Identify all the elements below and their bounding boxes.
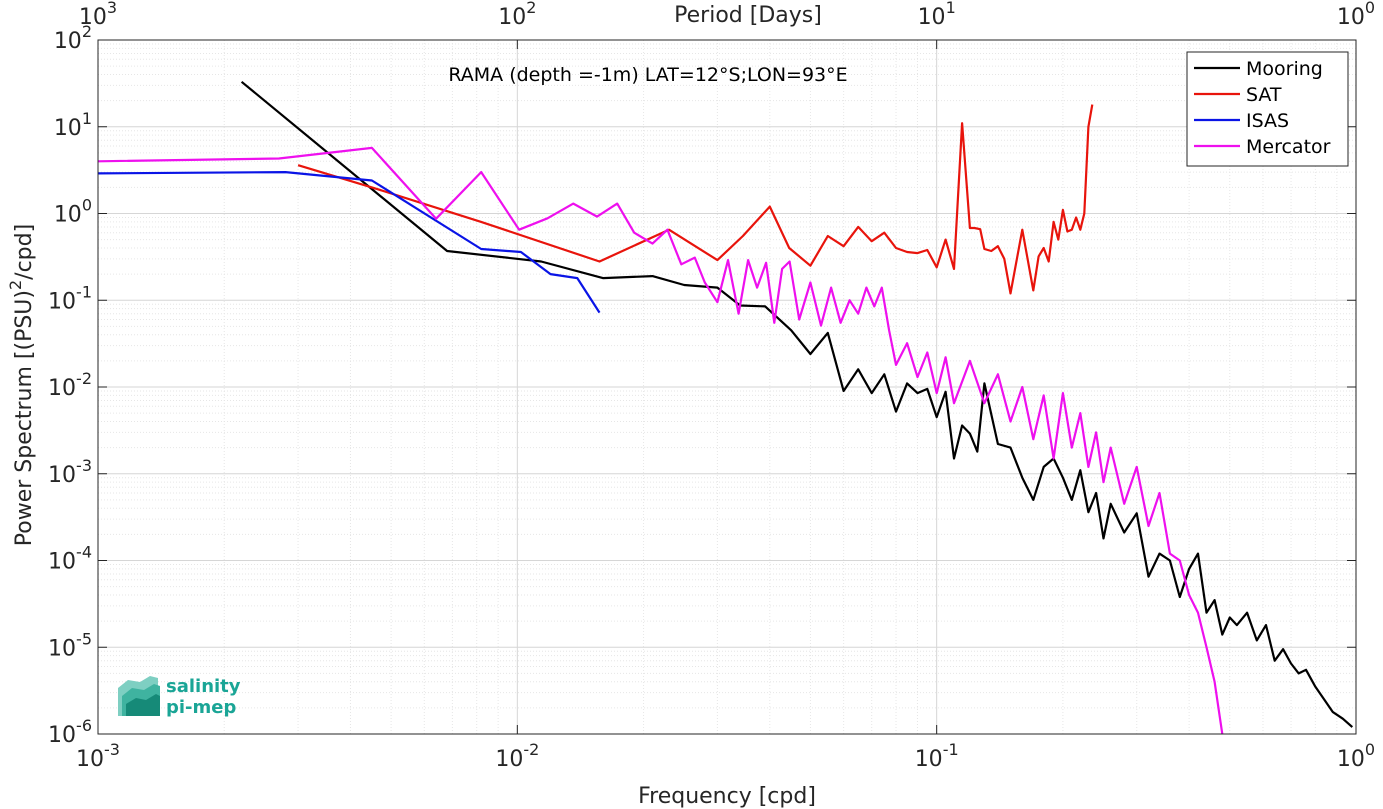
top-tick-label: 102 [498,0,536,30]
top-axis-label: Period [Days] [674,3,822,28]
series-line-sat [297,104,1094,295]
legend-label-sat: SAT [1246,84,1282,106]
y-tick-label: 102 [54,22,92,54]
series-line-mooring [240,80,1354,728]
y-tick-label: 10-4 [48,543,92,575]
legend-label-mercator: Mercator [1246,136,1331,158]
logo-text-line1: salinity [166,676,241,697]
y-tick-label: 10-1 [48,282,92,314]
y-axis-label: Power Spectrum [(PSU)2/cpd] [6,224,37,546]
x-tick-label: 10-3 [76,740,120,772]
x-tick-label: 10-1 [915,740,959,772]
y-tick-label: 10-6 [48,716,92,748]
logo-wave-icon [118,676,160,716]
series-line-mercator [97,146,1224,735]
top-tick-label: 100 [1337,0,1375,30]
top-tick-label: 101 [918,0,956,30]
series-group [97,80,1354,735]
tick-marks [97,39,1357,735]
y-tick-label: 10-3 [48,456,92,488]
legend-label-isas: ISAS [1246,110,1289,132]
y-tick-label: 100 [54,196,92,228]
logo-text-line2: pi-mep [166,697,236,718]
y-tick-label: 10-2 [48,369,92,401]
x-axis-label: Frequency [cpd] [638,784,816,809]
x-tick-label: 100 [1337,740,1375,772]
series-line-isas [97,171,601,314]
legend: Mooring SAT ISAS Mercator [1186,51,1349,167]
salinity-pi-mep-logo: salinity pi-mep [118,676,241,718]
grid-lines [97,40,1356,735]
y-tick-label: 101 [54,109,92,141]
chart-title: RAMA (depth =-1m) LAT=12°S;LON=93°E [448,64,847,86]
top-tick-label: 103 [79,0,117,30]
x-tick-label: 10-2 [495,740,539,772]
legend-label-mooring: Mooring [1246,58,1323,80]
y-tick-label: 10-5 [48,629,92,661]
